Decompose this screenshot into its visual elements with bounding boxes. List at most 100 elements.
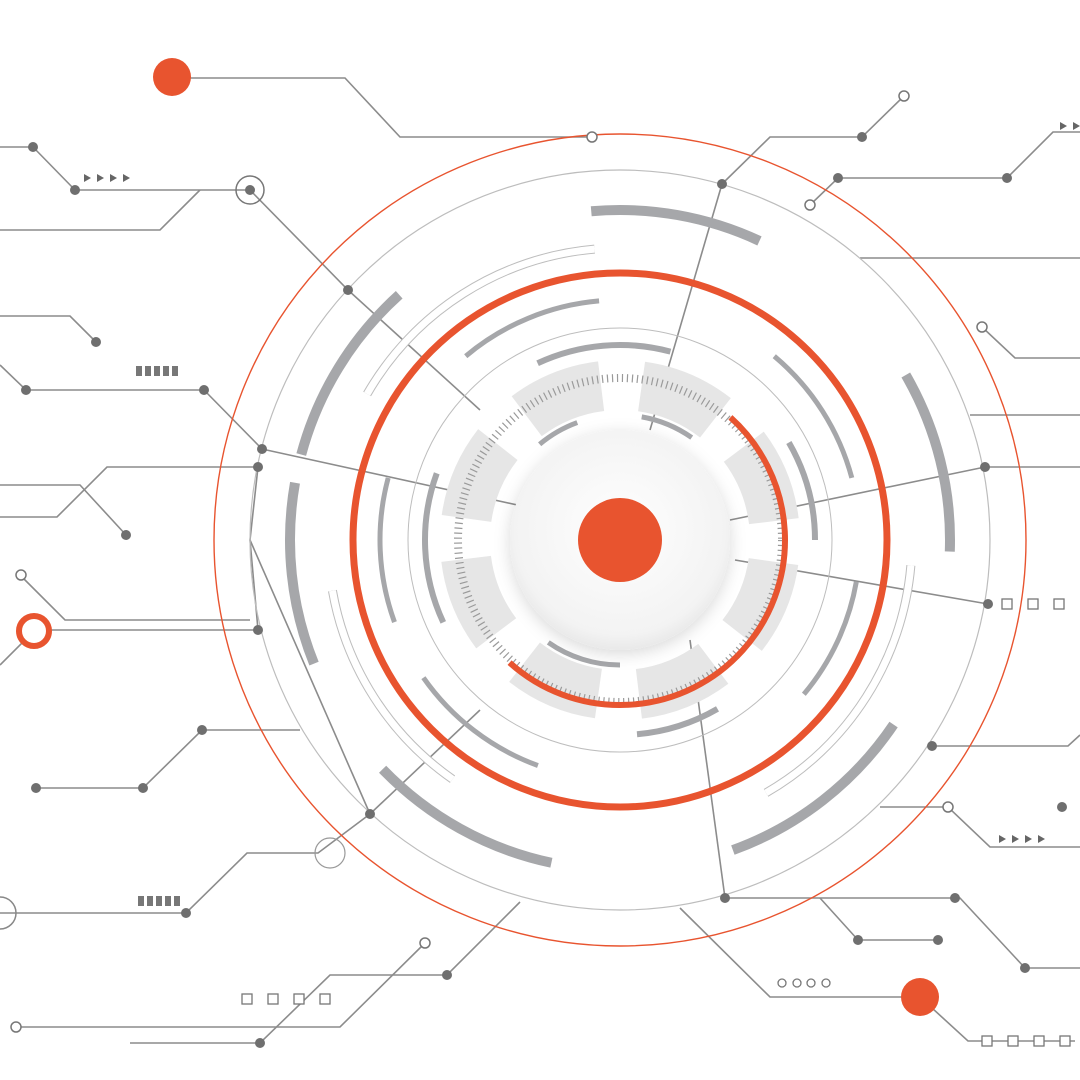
light-gray-block bbox=[721, 557, 799, 651]
outline-arc-fill bbox=[328, 590, 455, 783]
circuit-node-icon bbox=[253, 462, 263, 472]
circuit-node-icon bbox=[1020, 963, 1030, 973]
circuit-trace bbox=[130, 901, 521, 1044]
target-node-icon bbox=[235, 175, 265, 205]
circuit-trace bbox=[679, 907, 920, 998]
gray-arc-segment bbox=[285, 481, 319, 666]
hollow-node-icon bbox=[10, 1021, 22, 1033]
circuit-node-icon bbox=[983, 599, 993, 609]
inner-gray-arc bbox=[421, 676, 539, 768]
bar-marker bbox=[154, 366, 160, 376]
circuit-trace bbox=[15, 942, 426, 1028]
square-marker bbox=[293, 993, 305, 1005]
circuit-node-icon bbox=[197, 725, 207, 735]
arrow-marker-icon bbox=[1012, 835, 1019, 843]
circuit-trace bbox=[725, 897, 1080, 969]
outer-accent-ring bbox=[213, 133, 1027, 947]
hollow-node-icon bbox=[15, 569, 27, 581]
circuit-node-icon bbox=[833, 173, 843, 183]
circuit-trace bbox=[0, 466, 258, 518]
bar-marker bbox=[147, 896, 153, 906]
circuit-node-icon bbox=[181, 908, 191, 918]
circuit-node-icon bbox=[853, 935, 863, 945]
circuit-node-icon bbox=[31, 783, 41, 793]
hollow-node-icon bbox=[586, 131, 598, 143]
circuit-trace bbox=[880, 806, 1080, 848]
circuit-node-icon bbox=[121, 530, 131, 540]
bar-marker bbox=[165, 896, 171, 906]
bar-marker bbox=[156, 896, 162, 906]
square-marker bbox=[241, 993, 253, 1005]
hollow-node-icon bbox=[314, 837, 346, 869]
target-center-icon bbox=[578, 498, 662, 582]
circuit-node-icon bbox=[343, 285, 353, 295]
circuit-trace bbox=[249, 189, 481, 411]
circuit-node-icon bbox=[245, 185, 255, 195]
circuit-node-icon bbox=[91, 337, 101, 347]
hollow-node-icon bbox=[976, 321, 988, 333]
outer-gray-ring bbox=[249, 169, 991, 911]
circuit-nodes bbox=[0, 58, 1080, 1048]
inner-gray-arc bbox=[538, 420, 579, 447]
hollow-node-icon bbox=[898, 90, 910, 102]
circuit-trace bbox=[249, 539, 371, 815]
bar-marker bbox=[174, 896, 180, 906]
circuit-trace bbox=[36, 729, 300, 789]
circuit-node-icon bbox=[70, 185, 80, 195]
inner-gray-arc bbox=[536, 342, 672, 366]
circuit-node-icon bbox=[980, 462, 990, 472]
arrow-marker-icon bbox=[110, 174, 117, 182]
square-marker bbox=[1007, 1035, 1019, 1047]
accent-ring-node-icon bbox=[16, 613, 52, 649]
circuit-trace bbox=[0, 484, 127, 536]
gray-arc-segment bbox=[379, 765, 553, 868]
inner-gray-arc bbox=[464, 298, 600, 359]
circuit-node-icon bbox=[857, 132, 867, 142]
square-marker bbox=[1027, 598, 1039, 610]
circuit-node-icon bbox=[253, 625, 263, 635]
light-gray-block bbox=[723, 431, 799, 525]
light-gray-block bbox=[441, 429, 519, 523]
circuit-trace bbox=[0, 364, 263, 450]
circuit-trace bbox=[819, 897, 938, 941]
gray-arc-segment bbox=[590, 205, 762, 246]
hud-rings bbox=[213, 133, 1027, 947]
square-marker bbox=[1053, 598, 1065, 610]
hollow-node-icon bbox=[821, 978, 831, 988]
tick-ring bbox=[454, 374, 786, 706]
circuit-trace bbox=[981, 326, 1080, 359]
light-gray-block bbox=[509, 641, 603, 719]
square-marker bbox=[1001, 598, 1013, 610]
outline-arc-fill bbox=[364, 245, 595, 396]
inner-gray-arc bbox=[377, 477, 397, 623]
circuit-node-icon bbox=[28, 142, 38, 152]
inner-gray-arc bbox=[422, 472, 446, 624]
circuit-node-icon bbox=[255, 1038, 265, 1048]
main-accent-ring bbox=[349, 269, 891, 811]
hollow-node-icon bbox=[804, 199, 816, 211]
bar-marker bbox=[136, 366, 142, 376]
circuit-node-icon bbox=[950, 893, 960, 903]
light-gray-block bbox=[635, 643, 729, 719]
circuit-trace bbox=[721, 95, 905, 185]
square-marker bbox=[1059, 1035, 1071, 1047]
accent-node-icon bbox=[901, 978, 939, 1016]
square-marker bbox=[267, 993, 279, 1005]
arrow-marker-icon bbox=[84, 174, 91, 182]
outline-arc-fill bbox=[764, 565, 915, 796]
circuit-node-icon bbox=[1002, 173, 1012, 183]
circuit-trace bbox=[919, 996, 1075, 1042]
square-marker bbox=[981, 1035, 993, 1047]
inner-gray-arc bbox=[636, 706, 719, 738]
inner-gray-arc bbox=[772, 354, 855, 479]
hollow-node-icon bbox=[777, 978, 787, 988]
circuit-trace bbox=[809, 131, 1080, 206]
inner-gray-arc bbox=[786, 441, 818, 541]
circuit-node-icon bbox=[257, 444, 267, 454]
hollow-node-icon bbox=[419, 937, 431, 949]
circuit-node-icon bbox=[21, 385, 31, 395]
gray-arc-segment bbox=[731, 721, 898, 855]
bar-marker bbox=[145, 366, 151, 376]
circuit-node-icon bbox=[927, 741, 937, 751]
